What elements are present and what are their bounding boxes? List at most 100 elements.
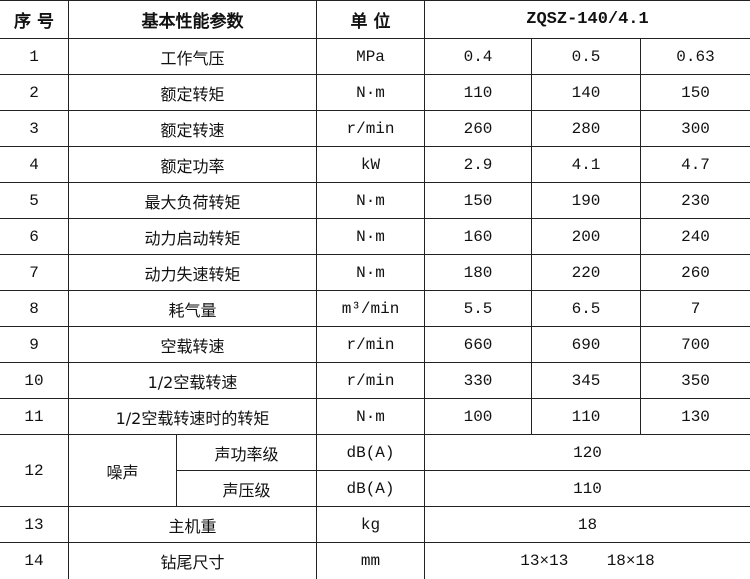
row-value: 260 xyxy=(640,254,750,291)
table-row: 1 工作气压 MPa 0.4 0.5 0.63 xyxy=(0,38,750,75)
row-value: 230 xyxy=(640,182,750,219)
row-index: 5 xyxy=(0,182,69,219)
row-value: 130 xyxy=(640,398,750,435)
row-value: 660 xyxy=(424,326,532,363)
row-index: 13 xyxy=(0,506,69,543)
table-row: 5 最大负荷转矩 N·m 150 190 230 xyxy=(0,182,750,219)
row-unit: MPa xyxy=(316,38,425,75)
header-parameter: 基本性能参数 xyxy=(68,0,317,39)
row-parameter: 钻尾尺寸 xyxy=(68,542,317,579)
row-index: 11 xyxy=(0,398,69,435)
row-parameter: 1/2空载转速 xyxy=(68,362,317,399)
row-value: 300 xyxy=(640,110,750,147)
table-row: 10 1/2空载转速 r/min 330 345 350 xyxy=(0,362,750,399)
sub-parameter: 声压级 xyxy=(176,470,317,507)
row-parameter: 工作气压 xyxy=(68,38,317,75)
row-value: 7 xyxy=(640,290,750,327)
row-unit: m³/min xyxy=(316,290,425,327)
row-unit: N·m xyxy=(316,218,425,255)
row-unit: N·m xyxy=(316,182,425,219)
table-row: 7 动力失速转矩 N·m 180 220 260 xyxy=(0,254,750,291)
row-value: 345 xyxy=(531,362,641,399)
row-parameter: 主机重 xyxy=(68,506,317,543)
row-value: 120 xyxy=(424,434,750,471)
row-value: 0.4 xyxy=(424,38,532,75)
table-row: 8 耗气量 m³/min 5.5 6.5 7 xyxy=(0,290,750,327)
row-parameter: 动力启动转矩 xyxy=(68,218,317,255)
row-value: 4.1 xyxy=(531,146,641,183)
header-index: 序 号 xyxy=(0,0,69,39)
row-value: 330 xyxy=(424,362,532,399)
row-unit: r/min xyxy=(316,110,425,147)
row-value: 18 xyxy=(424,506,750,543)
table-row: 12 噪声 声功率级 dB(A) 120 xyxy=(0,434,750,507)
table-row: 3 额定转速 r/min 260 280 300 xyxy=(0,110,750,147)
row-unit: r/min xyxy=(316,362,425,399)
row-value: 690 xyxy=(531,326,641,363)
row-index: 4 xyxy=(0,146,69,183)
row-unit: N·m xyxy=(316,398,425,435)
row-index: 10 xyxy=(0,362,69,399)
row-unit: kW xyxy=(316,146,425,183)
row-value: 13×13 18×18 xyxy=(424,542,750,579)
row-value: 150 xyxy=(640,74,750,111)
sub-parameter: 声功率级 xyxy=(176,434,317,471)
row-parameter: 最大负荷转矩 xyxy=(68,182,317,219)
row-index: 12 xyxy=(0,434,69,507)
row-value: 160 xyxy=(424,218,532,255)
row-value: 200 xyxy=(531,218,641,255)
header-row: 序 号 基本性能参数 单 位 ZQSZ-140/4.1 xyxy=(0,0,750,39)
row-unit: dB(A) xyxy=(316,470,425,507)
row-index: 1 xyxy=(0,38,69,75)
row-value: 110 xyxy=(424,470,750,507)
row-parameter: 1/2空载转速时的转矩 xyxy=(68,398,317,435)
table-row: 4 额定功率 kW 2.9 4.1 4.7 xyxy=(0,146,750,183)
row-index: 8 xyxy=(0,290,69,327)
row-parameter: 耗气量 xyxy=(68,290,317,327)
row-value: 700 xyxy=(640,326,750,363)
table-row: 11 1/2空载转速时的转矩 N·m 100 110 130 xyxy=(0,398,750,435)
row-unit: r/min xyxy=(316,326,425,363)
row-value: 6.5 xyxy=(531,290,641,327)
header-model: ZQSZ-140/4.1 xyxy=(424,0,750,39)
row-value: 0.63 xyxy=(640,38,750,75)
row-value: 150 xyxy=(424,182,532,219)
row-index: 9 xyxy=(0,326,69,363)
row-value: 280 xyxy=(531,110,641,147)
row-value: 140 xyxy=(531,74,641,111)
row-value: 0.5 xyxy=(531,38,641,75)
table-row: 6 动力启动转矩 N·m 160 200 240 xyxy=(0,218,750,255)
row-value: 110 xyxy=(531,398,641,435)
row-parameter: 额定功率 xyxy=(68,146,317,183)
row-value: 110 xyxy=(424,74,532,111)
row-value: 350 xyxy=(640,362,750,399)
table-row: 9 空载转速 r/min 660 690 700 xyxy=(0,326,750,363)
row-value: 240 xyxy=(640,218,750,255)
row-index: 2 xyxy=(0,74,69,111)
row-index: 7 xyxy=(0,254,69,291)
row-value: 260 xyxy=(424,110,532,147)
row-parameter: 空载转速 xyxy=(68,326,317,363)
row-index: 14 xyxy=(0,542,69,579)
row-unit: kg xyxy=(316,506,425,543)
row-unit: N·m xyxy=(316,254,425,291)
row-unit: N·m xyxy=(316,74,425,111)
row-value: 4.7 xyxy=(640,146,750,183)
row-value: 220 xyxy=(531,254,641,291)
row-index: 6 xyxy=(0,218,69,255)
row-index: 3 xyxy=(0,110,69,147)
table-row: 13 主机重 kg 18 xyxy=(0,506,750,543)
table-row: 2 额定转矩 N·m 110 140 150 xyxy=(0,74,750,111)
row-parameter: 动力失速转矩 xyxy=(68,254,317,291)
row-unit: dB(A) xyxy=(316,434,425,471)
table-row: 14 钻尾尺寸 mm 13×13 18×18 xyxy=(0,542,750,579)
row-value: 190 xyxy=(531,182,641,219)
row-parameter: 额定转矩 xyxy=(68,74,317,111)
row-value: 180 xyxy=(424,254,532,291)
row-parameter: 噪声 xyxy=(68,434,177,507)
row-unit: mm xyxy=(316,542,425,579)
row-value: 2.9 xyxy=(424,146,532,183)
row-value: 100 xyxy=(424,398,532,435)
row-parameter: 额定转速 xyxy=(68,110,317,147)
